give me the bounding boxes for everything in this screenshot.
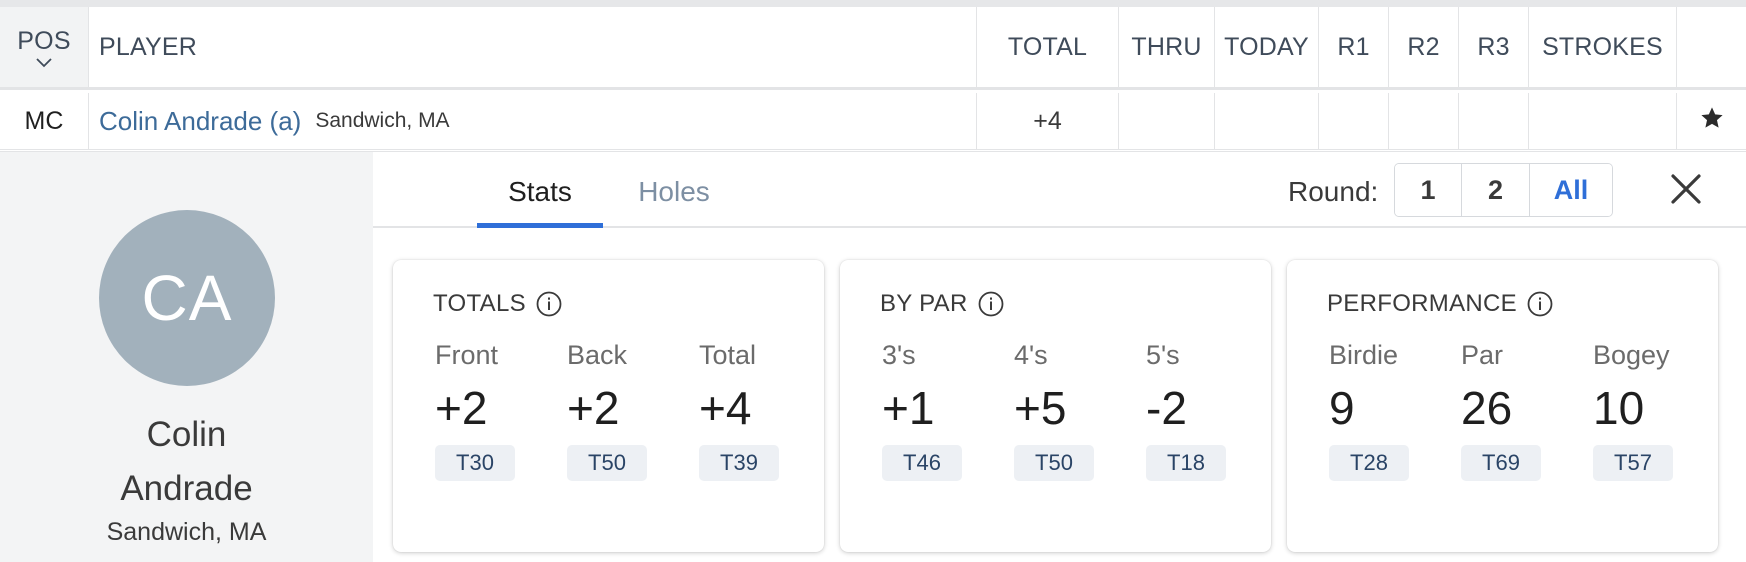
stat-label: Total xyxy=(699,340,757,370)
profile-first-name: Colin xyxy=(146,415,227,454)
player-location: Sandwich, MA xyxy=(315,109,450,132)
round-label: Round: xyxy=(1288,176,1379,207)
info-icon[interactable] xyxy=(536,291,562,317)
tab-stats[interactable]: Stats xyxy=(477,176,603,228)
stat-value: +2 xyxy=(435,382,488,434)
row-pos: MC xyxy=(0,93,89,149)
card-title: PERFORMANCE xyxy=(1327,290,1553,318)
stat-rank-badge: T39 xyxy=(699,445,779,481)
profile-location: Sandwich, MA xyxy=(106,518,267,546)
avatar: CA xyxy=(99,210,275,386)
stat-value: 9 xyxy=(1329,382,1355,434)
stat-rank-badge: T69 xyxy=(1461,445,1541,481)
column-header-today[interactable]: TODAY xyxy=(1215,7,1319,87)
stat-bogey: Bogey 10 T57 xyxy=(1593,340,1713,481)
top-border xyxy=(0,0,1746,7)
stat-par4: 4's +5 T50 xyxy=(1014,340,1134,481)
stat-birdie: Birdie 9 T28 xyxy=(1329,340,1449,481)
card-title: TOTALS xyxy=(433,290,562,318)
stat-rank-badge: T46 xyxy=(882,445,962,481)
round-all-button[interactable]: All xyxy=(1530,164,1612,216)
stat-label: Back xyxy=(567,340,628,370)
player-detail-panel: CA Colin Andrade Sandwich, MA Stats Hole… xyxy=(0,151,1746,562)
by-par-title: BY PAR xyxy=(880,290,968,317)
round-selector: 1 2 All xyxy=(1394,163,1613,217)
player-name-link[interactable]: Colin Andrade (a) xyxy=(99,105,302,136)
stat-rank-badge: T50 xyxy=(1014,445,1094,481)
row-r2 xyxy=(1389,93,1459,149)
close-button[interactable] xyxy=(1669,173,1703,209)
column-header-r3[interactable]: R3 xyxy=(1459,7,1529,87)
column-header-player[interactable]: PLAYER xyxy=(89,7,977,87)
stat-value: -2 xyxy=(1146,382,1187,434)
totals-card: TOTALS Front +2 T30 Back +2 T50 Total +4… xyxy=(393,260,824,552)
row-r1 xyxy=(1319,93,1389,149)
stat-total: Total +4 T39 xyxy=(699,340,819,481)
column-header-thru[interactable]: THRU xyxy=(1119,7,1215,87)
column-header-r2[interactable]: R2 xyxy=(1389,7,1459,87)
stat-back: Back +2 T50 xyxy=(567,340,687,481)
row-today xyxy=(1215,93,1319,149)
stat-value: 26 xyxy=(1461,382,1513,434)
stat-rank-badge: T28 xyxy=(1329,445,1409,481)
performance-title: PERFORMANCE xyxy=(1327,290,1517,317)
stat-rank-badge: T57 xyxy=(1593,445,1673,481)
row-r3 xyxy=(1459,93,1529,149)
stat-value: +2 xyxy=(567,382,620,434)
stat-label: Birdie xyxy=(1329,340,1399,370)
stat-value: +5 xyxy=(1014,382,1067,434)
stat-rank-badge: T50 xyxy=(567,445,647,481)
stat-front: Front +2 T30 xyxy=(435,340,555,481)
detail-tabs: Stats Holes xyxy=(373,152,1746,228)
star-icon xyxy=(1699,105,1725,138)
stat-value: +4 xyxy=(699,382,752,434)
leaderboard-header: POS PLAYER TOTAL THRU TODAY R1 R2 R3 STR… xyxy=(0,7,1746,90)
column-header-strokes[interactable]: STROKES xyxy=(1529,7,1677,87)
stat-label: 3's xyxy=(882,340,916,370)
profile-name: Colin Andrade xyxy=(0,408,373,516)
stat-par5: 5's -2 T18 xyxy=(1146,340,1266,481)
stat-label: 4's xyxy=(1014,340,1048,370)
favorite-button[interactable] xyxy=(1677,93,1746,149)
stat-par3: 3's +1 T46 xyxy=(882,340,1002,481)
column-header-favorite xyxy=(1677,7,1746,87)
stat-par: Par 26 T69 xyxy=(1461,340,1581,481)
row-total: +4 xyxy=(977,93,1119,149)
stat-value: +1 xyxy=(882,382,935,434)
stat-rank-badge: T30 xyxy=(435,445,515,481)
tab-holes[interactable]: Holes xyxy=(638,176,710,207)
player-profile: CA Colin Andrade Sandwich, MA xyxy=(0,152,373,562)
close-icon xyxy=(1671,173,1701,209)
stat-rank-badge: T18 xyxy=(1146,445,1226,481)
card-title: BY PAR xyxy=(880,290,1004,318)
totals-title: TOTALS xyxy=(433,290,526,317)
row-strokes xyxy=(1529,93,1677,149)
by-par-card: BY PAR 3's +1 T46 4's +5 T50 5's -2 T18 xyxy=(840,260,1271,552)
stat-label: Bogey xyxy=(1593,340,1670,370)
column-header-r1[interactable]: R1 xyxy=(1319,7,1389,87)
column-header-pos[interactable]: POS xyxy=(0,7,89,87)
profile-last-name: Andrade xyxy=(120,469,253,508)
info-icon[interactable] xyxy=(1527,291,1553,317)
row-thru xyxy=(1119,93,1215,149)
table-row[interactable]: MC Colin Andrade (a) Sandwich, MA +4 xyxy=(0,93,1746,150)
stat-label: Front xyxy=(435,340,499,370)
stat-label: 5's xyxy=(1146,340,1180,370)
row-player: Colin Andrade (a) Sandwich, MA xyxy=(89,93,977,149)
column-header-total[interactable]: TOTAL xyxy=(977,7,1119,87)
stat-label: Par xyxy=(1461,340,1504,370)
performance-card: PERFORMANCE Birdie 9 T28 Par 26 T69 Boge… xyxy=(1287,260,1718,552)
round-1-button[interactable]: 1 xyxy=(1395,164,1462,216)
info-icon[interactable] xyxy=(978,291,1004,317)
chevron-down-icon xyxy=(36,57,52,68)
stat-value: 10 xyxy=(1593,382,1645,434)
round-2-button[interactable]: 2 xyxy=(1462,164,1530,216)
column-header-pos-label: POS xyxy=(17,26,71,55)
